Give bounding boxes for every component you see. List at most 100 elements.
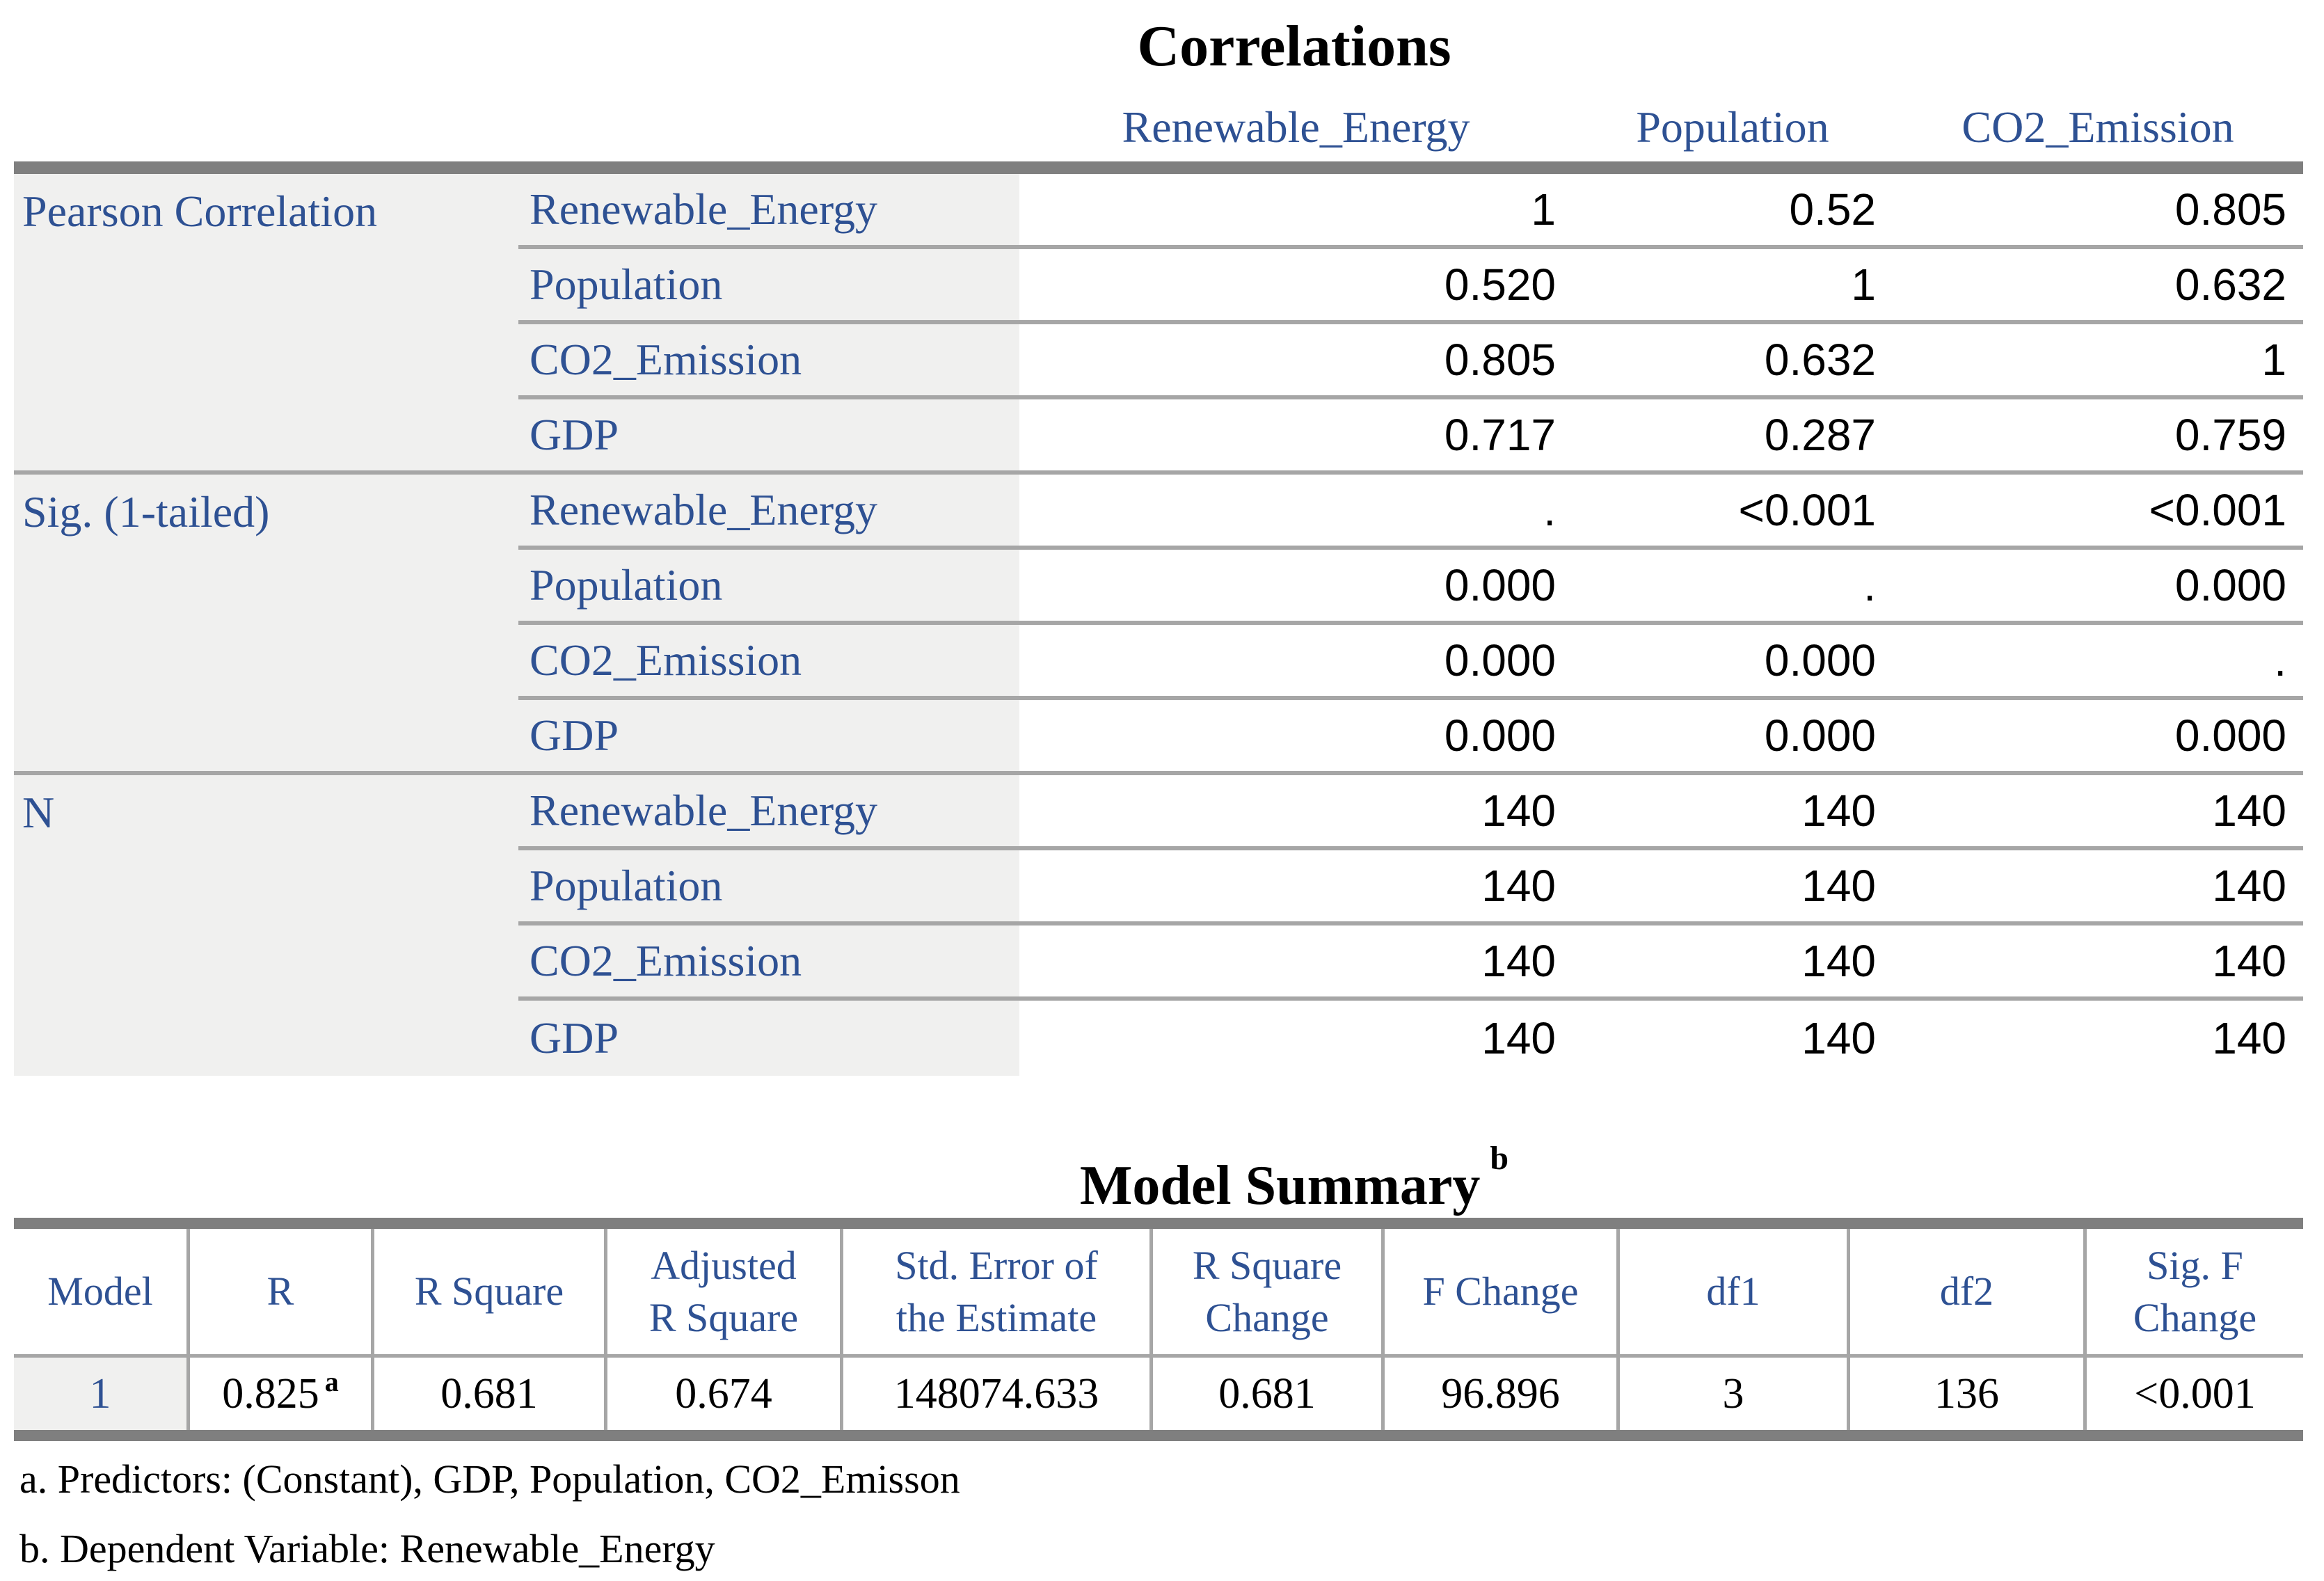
correlation-row: GDP 140 140 140: [14, 1001, 2303, 1076]
ms-r-cell: 0.825 a: [186, 1358, 371, 1430]
correlation-row: CO2_Emission 0.805 0.632 1: [14, 324, 2303, 399]
value-cell: 1: [1573, 249, 1893, 324]
model-summary-header-row: Model R R Square Adjusted R Square Std. …: [14, 1229, 2303, 1358]
column-header-co2-emission: CO2_Emission: [1961, 102, 2234, 152]
value-cell: 140: [1893, 775, 2303, 850]
value-cell: 140: [1481, 1013, 1556, 1063]
value-cell: 0.287: [1573, 399, 1893, 475]
ms-value-cell: 3: [1616, 1358, 1847, 1430]
correlation-row: Pearson Correlation Renewable_Energy 1 0…: [14, 174, 2303, 249]
value-cell: 140: [1801, 1013, 1876, 1063]
model-summary-title: Model Summary b: [0, 1140, 2324, 1218]
correlations-title-text: Correlations: [1137, 13, 1451, 79]
ms-value-cell: 0.681: [1149, 1358, 1381, 1430]
correlations-table: Renewable_Energy Population CO2_Emission…: [14, 84, 2303, 1076]
variable-label: Renewable_Energy: [518, 475, 1019, 550]
value-cell: 0.632: [1573, 324, 1893, 399]
ms-header-f-change: F Change: [1381, 1229, 1616, 1358]
value-cell: 0.000: [1573, 625, 1893, 700]
value-cell: 0.632: [1893, 249, 2303, 324]
r-superscript: a: [324, 1365, 339, 1397]
ms-header-df2: df2: [1847, 1229, 2083, 1358]
value-cell: <0.001: [1573, 475, 1893, 550]
ms-value-cell: 136: [1847, 1358, 2083, 1430]
section-label-spacer: [14, 850, 518, 925]
r-value: 0.825: [222, 1369, 319, 1417]
correlations-top-rule: [14, 161, 2303, 174]
value-cell: 0.805: [1019, 324, 1573, 399]
value-cell: 0.520: [1019, 249, 1573, 324]
footnote-a: a. Predictors: (Constant), GDP, Populati…: [19, 1456, 960, 1502]
value-cell: 1: [1019, 174, 1573, 249]
variable-label: CO2_Emission: [518, 324, 1019, 399]
variable-label: Renewable_Energy: [518, 174, 1019, 249]
variable-label: CO2_Emission: [518, 625, 1019, 700]
model-summary-title-superscript: b: [1490, 1139, 1509, 1177]
value-cell: 0.52: [1573, 174, 1893, 249]
ms-header-sig-f-change: Sig. F Change: [2083, 1229, 2303, 1358]
value-cell: 140: [1893, 850, 2303, 925]
section-label-spacer: [14, 550, 518, 625]
section-label-spacer: [14, 1001, 518, 1076]
column-header-population: Population: [1636, 102, 1829, 152]
variable-label: Population: [518, 550, 1019, 625]
ms-model-cell: 1: [14, 1358, 186, 1430]
section-label-spacer: [14, 625, 518, 700]
variable-label: Population: [518, 249, 1019, 324]
ms-header-r: R: [186, 1229, 371, 1358]
value-cell: 0.000: [1573, 700, 1893, 775]
correlation-row: N Renewable_Energy 140 140 140: [14, 775, 2303, 850]
value-cell: 140: [1019, 850, 1573, 925]
ms-value-cell: 148074.633: [840, 1358, 1149, 1430]
footnote-b: b. Dependent Variable: Renewable_Energy: [19, 1526, 715, 1571]
value-cell: 0.000: [1893, 550, 2303, 625]
section-label: N: [14, 775, 518, 850]
correlation-row: CO2_Emission 140 140 140: [14, 925, 2303, 1001]
value-cell: .: [1573, 550, 1893, 625]
variable-label: CO2_Emission: [518, 925, 1019, 1001]
correlations-header-row: Renewable_Energy Population CO2_Emission: [14, 84, 2303, 161]
value-cell: 140: [2212, 1013, 2286, 1063]
value-cell: 0.000: [1893, 700, 2303, 775]
correlation-row: GDP 0.717 0.287 0.759: [14, 399, 2303, 475]
ms-value-cell: 0.681: [371, 1358, 604, 1430]
variable-label: GDP: [518, 700, 1019, 775]
value-cell: 140: [1573, 775, 1893, 850]
value-cell: 0.000: [1019, 700, 1573, 775]
value-cell: .: [1893, 625, 2303, 700]
correlation-row: Population 140 140 140: [14, 850, 2303, 925]
model-summary-top-rule: [14, 1218, 2303, 1229]
value-cell: 0.759: [1893, 399, 2303, 475]
ms-header-adjusted-r-square: Adjusted R Square: [604, 1229, 840, 1358]
value-cell: 0.000: [1019, 550, 1573, 625]
correlation-row: Population 0.520 1 0.632: [14, 249, 2303, 324]
correlation-row: CO2_Emission 0.000 0.000 .: [14, 625, 2303, 700]
correlation-row: Population 0.000 . 0.000: [14, 550, 2303, 625]
correlations-title: Correlations: [0, 8, 2324, 84]
model-summary-data-row: 1 0.825 a 0.681 0.674 148074.633 0.681 96…: [14, 1358, 2303, 1430]
ms-header-r-square: R Square: [371, 1229, 604, 1358]
ms-header-model: Model: [14, 1229, 186, 1358]
ms-value-cell: 96.896: [1381, 1358, 1616, 1430]
ms-header-df1: df1: [1616, 1229, 1847, 1358]
value-cell: 140: [1573, 850, 1893, 925]
column-header-renewable-energy: Renewable_Energy: [1122, 102, 1470, 152]
value-cell: 0.805: [1893, 174, 2303, 249]
ms-value-cell: 0.674: [604, 1358, 840, 1430]
section-label-spacer: [14, 925, 518, 1001]
variable-label: GDP: [518, 1001, 1019, 1076]
variable-label: Population: [518, 850, 1019, 925]
value-cell: 140: [1019, 925, 1573, 1001]
section-label-spacer: [14, 399, 518, 475]
value-cell: .: [1019, 475, 1573, 550]
header-spacer: [518, 84, 1019, 161]
ms-header-std-error: Std. Error of the Estimate: [840, 1229, 1149, 1358]
value-cell: <0.001: [1893, 475, 2303, 550]
model-summary-table: Model R R Square Adjusted R Square Std. …: [14, 1218, 2303, 1441]
model-summary-bottom-rule: [14, 1430, 2303, 1441]
value-cell: 140: [1019, 775, 1573, 850]
correlation-row: GDP 0.000 0.000 0.000: [14, 700, 2303, 775]
value-cell: 140: [1573, 925, 1893, 1001]
value-cell: 1: [1893, 324, 2303, 399]
value-cell: 0.000: [1019, 625, 1573, 700]
